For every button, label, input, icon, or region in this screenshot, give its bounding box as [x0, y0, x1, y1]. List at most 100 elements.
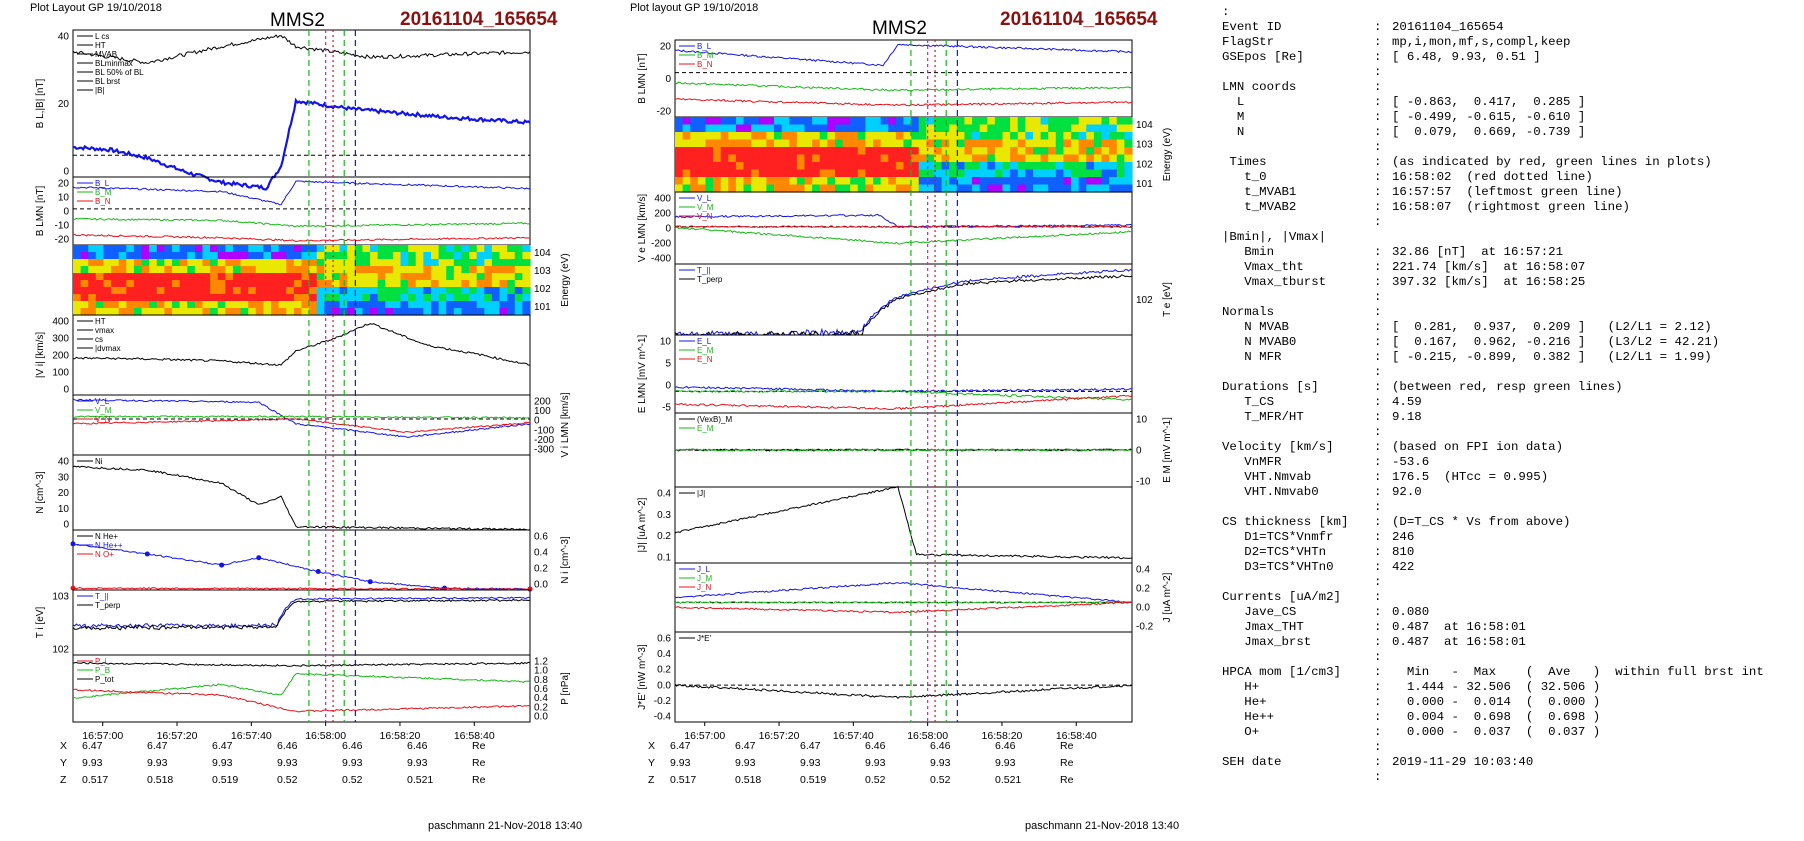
spectrogram-cell — [842, 124, 851, 133]
spectrogram-cell — [827, 147, 836, 156]
spectrogram-cell — [164, 252, 173, 260]
spectrogram-cell — [225, 301, 234, 309]
spectrogram-cell — [248, 259, 257, 267]
legend-label: B_M — [95, 188, 112, 197]
spectrogram-cell — [202, 287, 211, 295]
spectrogram-cell — [1040, 169, 1049, 178]
spectrogram-cell — [713, 117, 722, 126]
legend-label: MVAB — [95, 50, 117, 59]
y-tick-label: -400 — [651, 254, 671, 265]
spectrogram-cell — [1048, 169, 1057, 178]
spectrogram-cell — [392, 245, 402, 253]
spectrogram-cell — [232, 259, 242, 267]
spectrogram-cell — [324, 252, 333, 260]
y-tick-label: 20 — [58, 179, 70, 190]
spectrogram-cell — [362, 287, 371, 295]
spectrogram-cell — [194, 280, 204, 288]
spectrogram-cell — [751, 177, 760, 186]
spectrogram-cell — [774, 147, 783, 156]
position-row: Y 9.93 9.93 9.93 9.93 9.93 9.93 Re — [60, 754, 485, 771]
spectrogram-cell — [385, 287, 394, 295]
spectrogram-cell — [126, 266, 135, 274]
series-line-p-b — [73, 672, 531, 699]
spectrogram-cell — [979, 124, 988, 133]
spectrogram-cell — [430, 273, 440, 281]
series-line-v-l — [674, 213, 1133, 229]
spectrogram-cell — [103, 259, 112, 267]
info-row: D2=TCS*VHTn:810 — [1222, 545, 1800, 560]
spectrogram-cell — [316, 287, 325, 295]
spectrogram-cell — [865, 132, 874, 141]
y-tick-label: 0 — [665, 224, 671, 235]
spectrogram-cell — [232, 266, 242, 274]
spectrogram-cell — [751, 154, 760, 163]
position-axis-label: Z — [60, 773, 67, 786]
spectrogram-cell — [309, 287, 318, 295]
spectrogram-cell — [88, 294, 97, 302]
y-tick-label: 0.2 — [534, 702, 548, 713]
spectrogram-cell — [118, 308, 127, 316]
spectrogram-cell — [972, 169, 981, 178]
y-tick-label: 0 — [63, 385, 69, 396]
spectrogram-cell — [118, 301, 127, 309]
spectrogram-cell — [850, 132, 859, 141]
spectrogram-cell — [248, 308, 257, 316]
legend-label: N O+ — [95, 550, 114, 559]
spectrogram-cell — [1010, 184, 1019, 193]
spectrogram-cell — [766, 169, 775, 178]
spectrogram-cell — [301, 273, 310, 281]
spectrogram-cell — [377, 294, 386, 302]
y-tick-label: 100 — [52, 368, 69, 379]
spectrogram-cell — [324, 273, 333, 281]
spectrogram-cell — [804, 177, 813, 186]
panel-frame — [674, 631, 1133, 723]
spectrogram-cell — [781, 154, 790, 163]
spectrogram-cell — [705, 132, 714, 141]
spectrogram-cell — [774, 132, 783, 141]
spectrogram-cell — [453, 252, 463, 260]
spectrogram-cell — [979, 184, 988, 193]
spectrogram-cell — [933, 132, 943, 141]
info-row: Jave_CS:0.080 — [1222, 605, 1800, 620]
spectrogram-cell — [1048, 117, 1057, 126]
info-colon: : — [1374, 560, 1382, 574]
position-value: 0.52 — [865, 773, 886, 786]
spectrogram-cell — [895, 132, 905, 141]
spectrogram-cell — [73, 259, 82, 267]
spectrogram-cell — [682, 117, 691, 126]
spectrogram-cell — [80, 245, 89, 253]
spectrogram-cell — [728, 184, 737, 193]
time-tick-label: 16:58:20 — [982, 730, 1023, 740]
series-line-t-perp — [674, 274, 1133, 336]
spectrogram-cell — [179, 266, 188, 274]
spectrogram-cell — [301, 252, 310, 260]
spectrogram-cell — [697, 124, 707, 133]
spectrogram-cell — [743, 124, 752, 133]
position-axis-label: X — [648, 739, 656, 752]
spectrogram-cell — [850, 139, 859, 148]
legend-label: HT — [95, 41, 106, 50]
spectrogram-cell — [507, 252, 516, 260]
spectrogram-cell — [1109, 124, 1118, 133]
series-line-p-i — [72, 688, 531, 713]
series-line-v-m — [674, 226, 1133, 245]
legend-label: E_N — [697, 355, 713, 364]
spectrogram-cell — [1010, 132, 1019, 141]
spectrogram-cell — [1055, 177, 1065, 186]
spectrogram-cell — [164, 294, 173, 302]
spectrogram-cell — [88, 308, 97, 316]
spectrogram-cell — [941, 184, 950, 193]
spectrogram-cell — [499, 273, 508, 281]
info-key: Vmax_tburst — [1222, 275, 1327, 289]
spectrogram-cell — [895, 117, 905, 126]
position-value: 9.93 — [995, 756, 1016, 769]
spectrogram-cell — [377, 287, 386, 295]
spectrogram-cell — [743, 169, 752, 178]
spectrogram-cell — [697, 177, 707, 186]
info-value: 4.59 — [1392, 395, 1422, 409]
position-value: 9.93 — [212, 756, 233, 769]
spectrogram-cell — [514, 266, 523, 274]
spectrogram-cell — [103, 287, 112, 295]
spectrogram-cell — [187, 287, 196, 295]
